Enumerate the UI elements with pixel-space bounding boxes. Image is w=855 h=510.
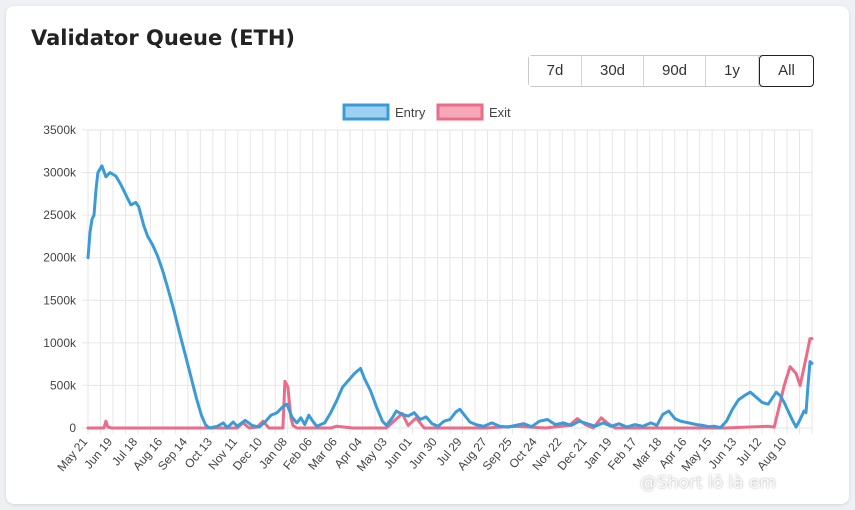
y-tick-label: 1000k — [43, 336, 77, 350]
chart-card — [6, 6, 849, 504]
y-tick-label: 0 — [69, 421, 76, 435]
x-tick-label: May 21 — [54, 435, 90, 474]
range-1y-button[interactable]: 1y — [706, 56, 759, 86]
time-range-selector: 7d 30d 90d 1y All — [528, 55, 814, 87]
y-tick-label: 3500k — [43, 123, 77, 137]
range-90d-button[interactable]: 90d — [644, 56, 706, 86]
legend-entry-label: Entry — [395, 105, 426, 120]
legend-entry-swatch — [342, 103, 390, 121]
legend-exit-label: Exit — [489, 105, 511, 120]
y-tick-label: 1500k — [43, 293, 77, 307]
x-tick-label: Jun 13 — [706, 435, 740, 472]
page-title: Validator Queue (ETH) — [31, 26, 295, 50]
x-tick-label: Jun 19 — [81, 435, 115, 472]
y-tick-label: 3000k — [43, 166, 77, 180]
range-all-button[interactable]: All — [759, 55, 814, 87]
range-30d-button[interactable]: 30d — [582, 56, 644, 86]
entry-series-line — [86, 164, 814, 430]
range-7d-button[interactable]: 7d — [529, 56, 582, 86]
legend-exit-swatch — [436, 103, 484, 121]
watermark: @Short lô là em — [640, 473, 777, 493]
x-tick-label: Jun 30 — [406, 435, 440, 472]
y-tick-label: 500k — [50, 378, 77, 392]
y-tick-label: 2000k — [43, 251, 77, 265]
y-tick-label: 2500k — [43, 208, 77, 222]
